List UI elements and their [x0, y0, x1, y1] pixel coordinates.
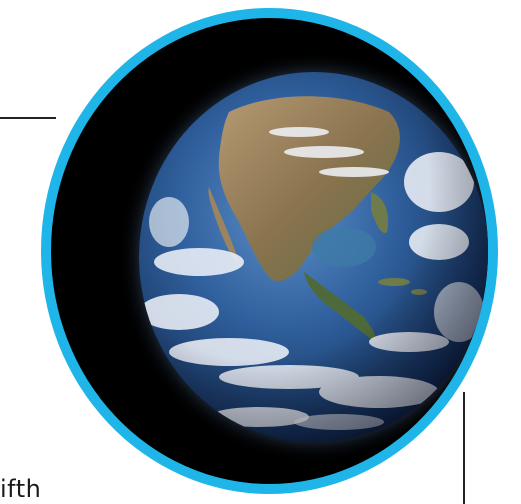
- connector-line-left: [0, 117, 56, 119]
- earth-globe-image: [139, 72, 488, 442]
- black-space-background: [51, 18, 488, 484]
- caption-text: ifth: [0, 475, 42, 503]
- connector-line-right: [463, 392, 465, 504]
- earth-illustration: [139, 72, 488, 442]
